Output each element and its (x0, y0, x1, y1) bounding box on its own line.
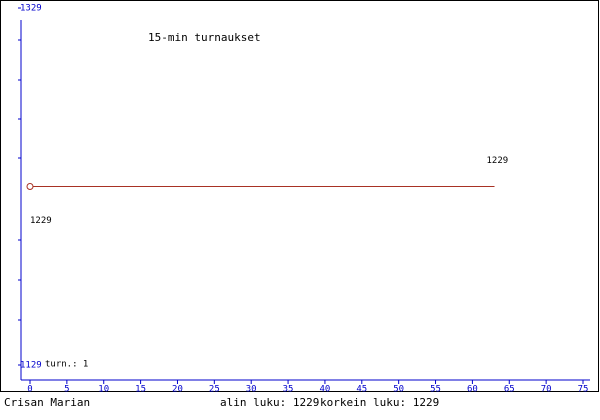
player-name: Crisan Marian (4, 396, 90, 409)
x-tick-label: 45 (356, 385, 367, 395)
frame (0, 0, 599, 392)
x-tick-label: 40 (320, 385, 331, 395)
x-tick-label: 20 (172, 385, 183, 395)
x-tick-label: 65 (504, 385, 515, 395)
x-tick-label: 15 (135, 385, 146, 395)
x-tick-label: 35 (283, 385, 294, 395)
x-tick-label: 55 (430, 385, 441, 395)
games-count: turn.: 1 (45, 360, 88, 370)
y-tick-label: 1329 (20, 4, 42, 14)
x-tick-label: 0 (27, 385, 32, 395)
x-tick-label: 70 (541, 385, 552, 395)
start-marker (26, 183, 34, 190)
x-tick-label: 25 (209, 385, 220, 395)
data-label: 1229 (30, 216, 52, 226)
chart-title: 15-min turnaukset (148, 31, 261, 44)
x-tick-label: 50 (393, 385, 404, 395)
x-tick-label: 10 (98, 385, 109, 395)
lowest-rating: alin luku: 1229 (220, 396, 319, 409)
highest-rating: korkein luku: 1229 (320, 396, 439, 409)
y-tick-label: 1129 (20, 361, 42, 371)
data-label: 1229 (487, 156, 509, 166)
x-tick-label: 75 (578, 385, 589, 395)
x-tick-label: 5 (64, 385, 69, 395)
x-tick-label: 60 (467, 385, 478, 395)
x-tick-label: 30 (246, 385, 257, 395)
minor-ticks (18, 39, 21, 321)
